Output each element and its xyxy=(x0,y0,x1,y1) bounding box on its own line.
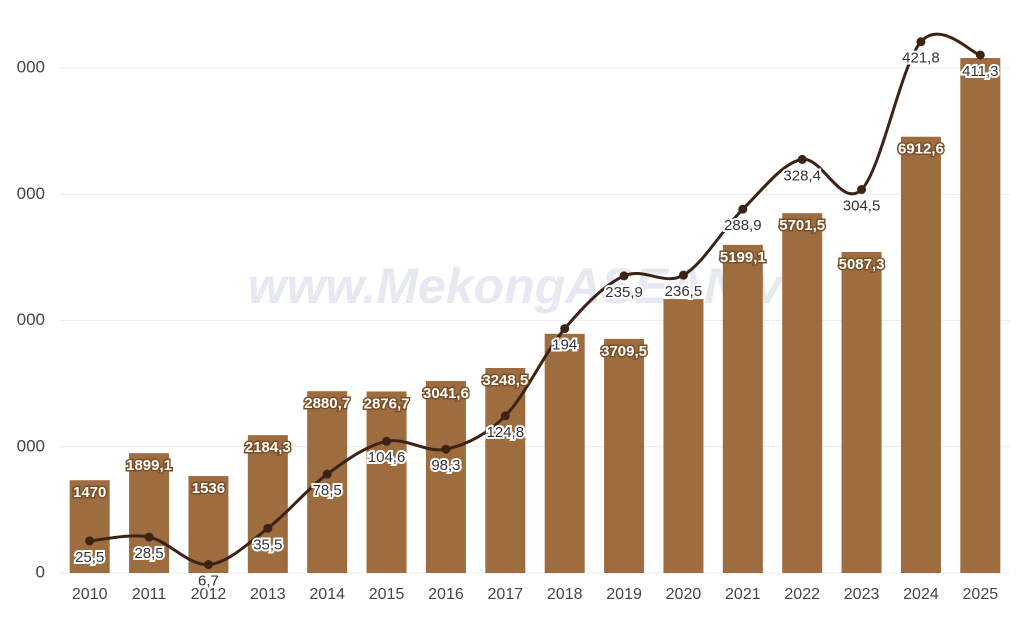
x-tick-label: 2014 xyxy=(309,586,345,603)
line-point xyxy=(738,204,748,214)
x-tick-label: 2012 xyxy=(191,586,227,603)
y-tick-label: 000 xyxy=(17,310,45,329)
line-point xyxy=(500,411,510,421)
bar-label: 2880,7 xyxy=(304,395,350,412)
bar xyxy=(722,244,763,573)
line-label: 411,3 xyxy=(962,63,998,80)
bar-label: 1536 xyxy=(192,480,225,497)
line-point xyxy=(678,270,688,280)
bar xyxy=(307,391,348,573)
line-label: 35,5 xyxy=(253,536,282,553)
line-label: 236,5 xyxy=(665,283,703,300)
line-label: 421,8 xyxy=(902,50,940,67)
line-label: 124,8 xyxy=(487,424,525,441)
bar xyxy=(247,435,288,573)
bar-label: 5087,3 xyxy=(839,256,885,273)
bar xyxy=(129,453,170,573)
line-label: 25,5 xyxy=(75,549,104,566)
line-label: 194 xyxy=(552,337,577,354)
bar-label: 3709,5 xyxy=(601,343,647,360)
y-tick-label: 000 xyxy=(17,184,45,203)
x-tick-label: 2024 xyxy=(903,586,939,603)
y-tick-label: 000 xyxy=(17,58,45,77)
x-tick-label: 2015 xyxy=(369,586,405,603)
bar-label: 1470 xyxy=(73,484,106,501)
line-point xyxy=(797,154,807,164)
line-point xyxy=(263,523,273,533)
bar xyxy=(900,136,941,573)
bar-label: 3248,5 xyxy=(482,372,528,389)
bar xyxy=(544,333,585,573)
x-tick-label: 2011 xyxy=(132,586,167,603)
x-tick-label: 2010 xyxy=(72,586,108,603)
line-point xyxy=(560,324,570,334)
line-point xyxy=(144,532,154,542)
y-tick-label: 0 xyxy=(36,562,45,581)
line-point xyxy=(441,444,451,454)
bar-label: 3041,6 xyxy=(423,385,469,402)
bar xyxy=(841,251,882,573)
bar xyxy=(485,367,526,573)
line-point xyxy=(382,436,392,446)
bar-label: 1899,1 xyxy=(126,457,172,474)
y-tick-label: 000 xyxy=(17,436,45,455)
x-tick-label: 2020 xyxy=(666,586,702,603)
bar xyxy=(960,58,1001,574)
line-label: 78,5 xyxy=(313,482,342,499)
line-point xyxy=(975,50,985,60)
bar-label: 2184,3 xyxy=(245,439,291,456)
line-point xyxy=(857,185,867,195)
line-label: 304,5 xyxy=(843,197,881,214)
line-point xyxy=(619,271,629,281)
line-label: 98,3 xyxy=(431,457,460,474)
bar xyxy=(188,476,229,573)
bar xyxy=(782,213,823,573)
bar-label: 6912,6 xyxy=(898,141,944,158)
bar xyxy=(366,391,407,573)
x-tick-label: 2019 xyxy=(606,586,642,603)
line-point xyxy=(85,536,95,546)
watermark: www.MekongASEAN.vn xyxy=(248,258,813,314)
x-tick-label: 2013 xyxy=(250,586,286,603)
bar xyxy=(604,338,645,573)
line-point xyxy=(203,560,213,570)
line-label: 6,7 xyxy=(198,573,219,590)
line-label: 235,9 xyxy=(605,284,643,301)
line-point xyxy=(322,469,332,479)
x-tick-label: 2018 xyxy=(547,586,583,603)
x-tick-label: 2022 xyxy=(784,586,820,603)
x-tick-label: 2021 xyxy=(725,586,761,603)
bar xyxy=(663,299,704,573)
bar xyxy=(69,480,110,573)
line-label: 288,9 xyxy=(724,217,762,234)
line-label: 328,4 xyxy=(783,167,821,184)
x-tick-label: 2025 xyxy=(963,586,999,603)
x-tick-label: 2023 xyxy=(844,586,880,603)
x-tick-label: 2017 xyxy=(488,586,524,603)
bar-label: 5199,1 xyxy=(720,249,766,266)
bar xyxy=(425,381,466,573)
line-point xyxy=(916,37,926,47)
bar-label: 5701,5 xyxy=(779,217,825,234)
x-tick-label: 2016 xyxy=(428,586,464,603)
line-label: 28,5 xyxy=(134,545,163,562)
line-label: 104,6 xyxy=(368,449,406,466)
bar-label: 2876,7 xyxy=(364,395,410,412)
